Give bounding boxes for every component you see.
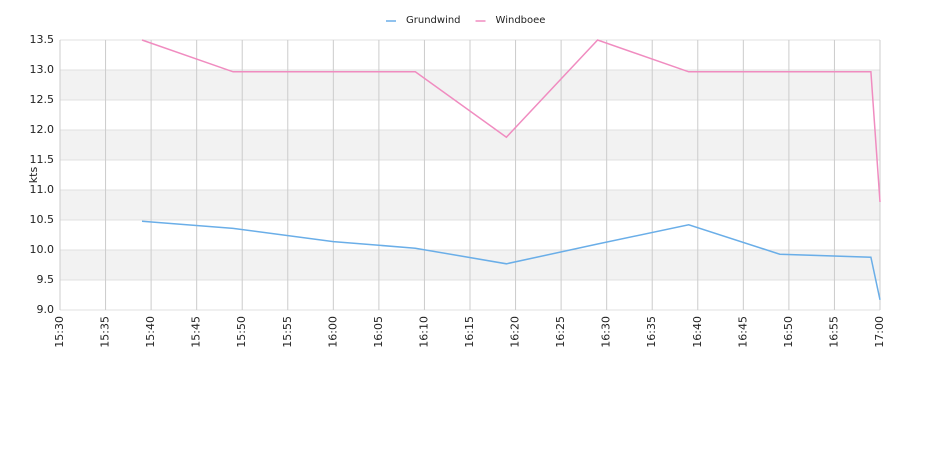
x-tick-label: 16:40 xyxy=(691,316,704,348)
series-line xyxy=(141,220,881,300)
y-tick-label: 11.5 xyxy=(30,153,55,166)
x-tick-label: 16:30 xyxy=(600,316,613,348)
y-tick-label: 10.0 xyxy=(30,243,55,256)
legend-label: Grundwind xyxy=(406,15,461,26)
x-tick-label: 17:00 xyxy=(873,316,886,348)
series-line xyxy=(141,39,881,203)
x-tick-label: 15:50 xyxy=(235,316,248,348)
x-tick-label: 16:10 xyxy=(417,316,430,348)
x-tick-label: 15:55 xyxy=(281,316,294,348)
y-tick-label: 10.5 xyxy=(30,213,55,226)
x-tick-label: 16:50 xyxy=(782,316,795,348)
y-tick-label: 11.0 xyxy=(30,183,55,196)
x-tick-label: 16:35 xyxy=(645,316,658,348)
x-tick-label: 16:55 xyxy=(827,316,840,348)
x-tick-label: 16:45 xyxy=(736,316,749,348)
legend: Grundwind Windboee xyxy=(386,15,545,26)
y-tick-label: 9.0 xyxy=(37,303,55,316)
x-tick-label: 16:25 xyxy=(554,316,567,348)
x-tick-label: 16:15 xyxy=(463,316,476,348)
x-tick-label: 15:30 xyxy=(53,316,66,348)
x-tick-label: 15:35 xyxy=(99,316,112,348)
y-axis-label: kts xyxy=(27,167,40,184)
y-tick-label: 12.5 xyxy=(30,93,55,106)
x-tick-label: 16:00 xyxy=(326,316,339,348)
legend-label: Windboee xyxy=(496,15,546,26)
x-tick-label: 15:45 xyxy=(190,316,203,348)
x-tick-label: 16:20 xyxy=(509,316,522,348)
y-tick-label: 9.5 xyxy=(37,273,55,286)
y-tick-label: 12.0 xyxy=(30,123,55,136)
y-tick-label: 13.5 xyxy=(30,33,55,46)
x-tick-label: 16:05 xyxy=(372,316,385,348)
x-tick-label: 15:40 xyxy=(144,316,157,348)
y-tick-label: 13.0 xyxy=(30,63,55,76)
